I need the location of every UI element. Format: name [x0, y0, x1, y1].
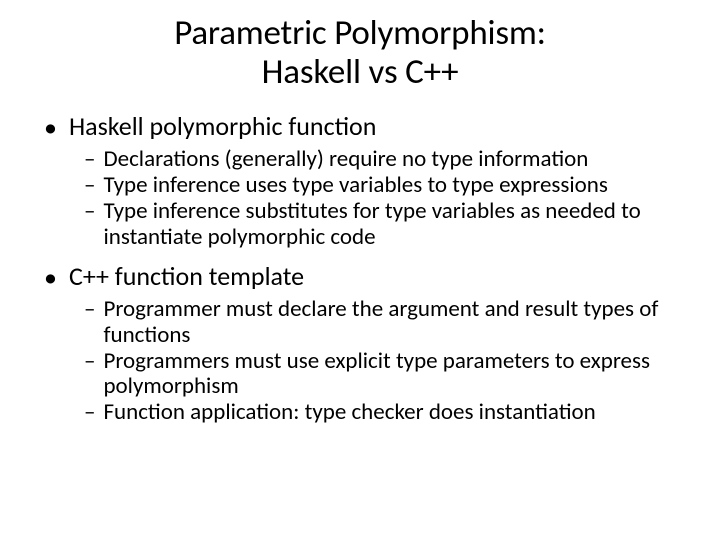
dash-icon: – — [84, 400, 95, 426]
title-line-2: Haskell vs C++ — [262, 51, 459, 93]
sub-bullet-list: – Declarations (generally) require no ty… — [44, 147, 684, 250]
slide-title: Parametric Polymorphism: Haskell vs C++ — [36, 14, 684, 92]
sub-bullet-list: – Programmer must declare the argument a… — [44, 297, 684, 426]
section-heading: Haskell polymorphic function — [69, 112, 376, 142]
list-item: – Type inference uses type variables to … — [84, 173, 684, 199]
dash-icon: – — [84, 297, 95, 323]
dash-icon: – — [84, 147, 95, 173]
list-item: – Function application: type checker doe… — [84, 400, 684, 426]
sub-item-text: Programmer must declare the argument and… — [103, 297, 684, 349]
dash-icon: – — [84, 199, 95, 225]
list-item: – Programmer must declare the argument a… — [84, 297, 684, 349]
section-heading: C++ function template — [69, 262, 304, 292]
sub-item-text: Declarations (generally) require no type… — [103, 147, 588, 173]
sub-item-text: Programmers must use explicit type param… — [103, 349, 684, 401]
list-item: – Type inference substitutes for type va… — [84, 199, 684, 251]
dash-icon: – — [84, 173, 95, 199]
bullet-list-level1: • Haskell polymorphic function – Declara… — [36, 112, 684, 426]
title-line-1: Parametric Polymorphism: — [174, 12, 546, 54]
sub-item-text: Function application: type checker does … — [103, 400, 595, 426]
sub-item-text: Type inference uses type variables to ty… — [103, 173, 607, 199]
dash-icon: – — [84, 349, 95, 375]
list-item: – Declarations (generally) require no ty… — [84, 147, 684, 173]
slide: Parametric Polymorphism: Haskell vs C++ … — [0, 0, 720, 540]
section-haskell: • Haskell polymorphic function – Declara… — [44, 112, 684, 250]
list-item: – Programmers must use explicit type par… — [84, 349, 684, 401]
section-cpp: • C++ function template – Programmer mus… — [44, 262, 684, 426]
bullet-icon: • — [44, 113, 57, 143]
bullet-icon: • — [44, 263, 57, 293]
sub-item-text: Type inference substitutes for type vari… — [103, 199, 684, 251]
